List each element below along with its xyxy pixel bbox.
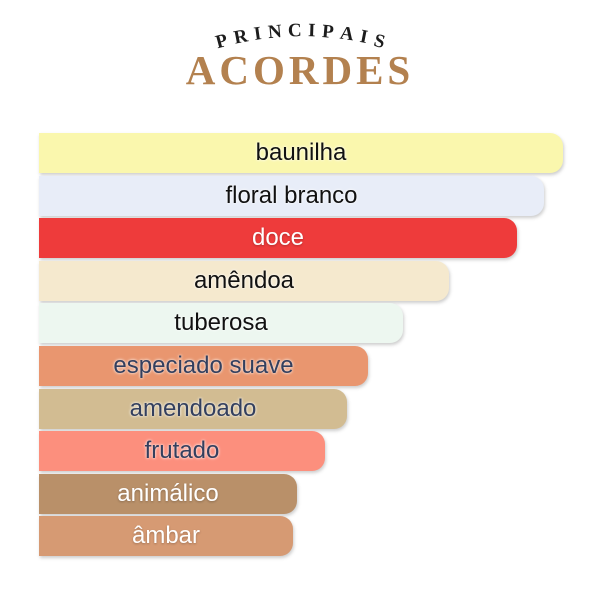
accord-bar: baunilha bbox=[39, 133, 563, 173]
accord-label: amêndoa bbox=[193, 266, 295, 294]
accord-bar: amendoado bbox=[39, 388, 347, 429]
accord-label: baunilha bbox=[255, 139, 347, 166]
accord-label: floral branco bbox=[225, 181, 358, 209]
eyebrow-letter: P bbox=[320, 21, 335, 43]
accord-label: âmbar bbox=[131, 522, 201, 550]
accord-bar: animálico bbox=[39, 473, 297, 514]
accord-bar: âmbar bbox=[39, 516, 293, 557]
accord-label: doce bbox=[251, 224, 305, 252]
accord-label: tuberosa bbox=[174, 309, 268, 337]
accord-label: animálico bbox=[117, 479, 219, 507]
eyebrow-letter: A bbox=[338, 22, 355, 46]
accord-label: especiado suave bbox=[113, 351, 294, 379]
eyebrow-letter: I bbox=[252, 23, 263, 45]
accord-bar: amêndoa bbox=[39, 260, 449, 301]
eyebrow-letter: C bbox=[287, 20, 302, 42]
accord-label: amendoado bbox=[129, 394, 257, 422]
accord-bar: tuberosa bbox=[39, 303, 403, 344]
accord-label: frutado bbox=[144, 437, 220, 465]
accord-bar: especiado suave bbox=[39, 345, 368, 386]
eyebrow-letter: I bbox=[307, 20, 316, 42]
eyebrow-letter: N bbox=[266, 20, 283, 44]
accord-bar: frutado bbox=[39, 431, 325, 472]
page-title: ACORDES bbox=[185, 47, 415, 93]
accords-chart: baunilha floral branco doce amêndoa tube… bbox=[39, 133, 563, 557]
accord-bar: floral branco bbox=[39, 175, 544, 216]
accord-bar: doce bbox=[39, 218, 517, 259]
